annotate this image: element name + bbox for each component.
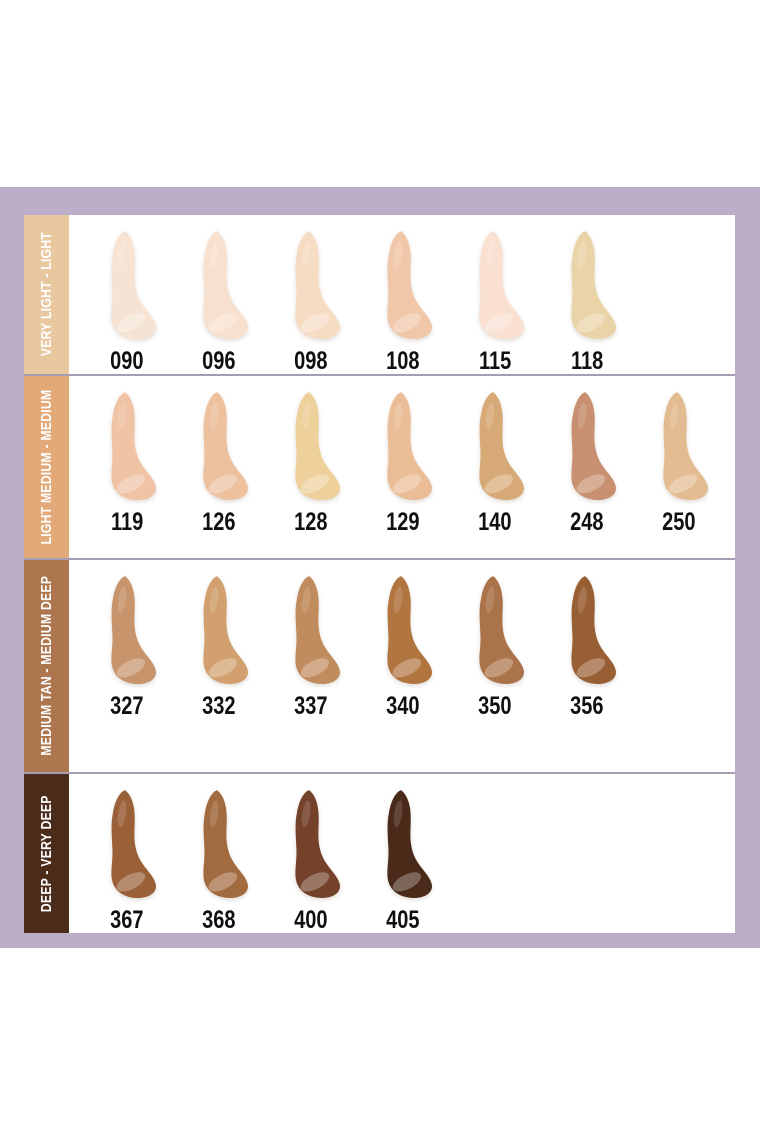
shade-code: 090 — [110, 347, 144, 375]
foundation-smear-icon — [111, 576, 156, 685]
shade-cell: 115 — [449, 215, 541, 374]
foundation-smear-icon — [387, 231, 432, 339]
row-label-bar: MEDIUM TAN - MEDIUM DEEP — [24, 560, 69, 772]
shade-code: 098 — [294, 347, 328, 375]
shade-cell: 340 — [357, 560, 449, 719]
shade-cell: 350 — [449, 560, 541, 719]
shade-code: 356 — [570, 692, 604, 721]
foundation-smear-icon — [571, 576, 616, 685]
shade-code: 140 — [478, 508, 512, 536]
shade-cell: 096 — [173, 215, 265, 374]
foundation-smear-icon — [479, 392, 524, 500]
row-label-bar: VERY LIGHT - LIGHT — [24, 215, 69, 374]
foundation-smear-icon — [295, 231, 340, 339]
lavender-frame-panel: VERY LIGHT - LIGHT 090 096 098 — [0, 187, 760, 948]
foundation-smear-icon — [663, 392, 708, 500]
shade-cell: 327 — [81, 560, 173, 719]
row-label: DEEP - VERY DEEP — [38, 794, 55, 912]
shade-cell: 140 — [449, 376, 541, 535]
foundation-smear-icon — [203, 789, 248, 898]
shade-cell: 119 — [81, 376, 173, 535]
shade-cell: 248 — [541, 376, 633, 535]
foundation-smear-icon — [571, 392, 616, 500]
shade-code: 337 — [294, 692, 328, 721]
shade-cell: 356 — [541, 560, 633, 719]
shade-code: 327 — [110, 692, 144, 721]
shade-code: 115 — [478, 347, 512, 375]
shade-code: 350 — [478, 692, 512, 721]
foundation-smear-icon — [111, 392, 156, 500]
shade-code: 119 — [110, 508, 144, 536]
row-content: 119 126 128 129 — [69, 376, 735, 558]
foundation-smear-icon — [203, 392, 248, 500]
row-label: MEDIUM TAN - MEDIUM DEEP — [38, 576, 55, 756]
shade-cell: 098 — [265, 215, 357, 374]
shade-code: 126 — [202, 508, 236, 536]
foundation-smear-icon — [479, 576, 524, 685]
shade-code: 368 — [202, 905, 236, 934]
foundation-smear-icon — [387, 576, 432, 685]
shade-code: 118 — [570, 347, 604, 375]
foundation-smear-icon — [387, 392, 432, 500]
foundation-smear-icon — [203, 576, 248, 685]
shade-code: 405 — [386, 905, 420, 934]
shade-cell: 337 — [265, 560, 357, 719]
shade-code: 129 — [386, 508, 420, 536]
row-label-bar: LIGHT MEDIUM - MEDIUM — [24, 376, 69, 559]
foundation-smear-icon — [571, 231, 616, 339]
shade-cell: 118 — [541, 215, 633, 374]
shade-code: 250 — [662, 508, 696, 536]
shade-row-deep: DEEP - VERY DEEP 367 368 400 — [24, 773, 735, 933]
shade-code: 400 — [294, 905, 328, 934]
foundation-smear-icon — [295, 576, 340, 685]
foundation-smear-icon — [479, 231, 524, 339]
row-content: 090 096 098 108 — [69, 215, 735, 374]
shade-cell: 090 — [81, 215, 173, 374]
shade-cell: 368 — [173, 774, 265, 933]
shade-row-medium-tan: MEDIUM TAN - MEDIUM DEEP 327 332 337 — [24, 560, 735, 772]
shade-code: 108 — [386, 347, 420, 375]
foundation-smear-icon — [295, 789, 340, 898]
foundation-smear-icon — [111, 789, 156, 898]
shade-code: 367 — [110, 905, 144, 934]
shade-code: 096 — [202, 347, 236, 375]
row-content: 367 368 400 405 — [69, 774, 735, 933]
foundation-smear-icon — [111, 231, 156, 339]
shade-code: 332 — [202, 692, 236, 721]
shade-cell: 128 — [265, 376, 357, 535]
shade-cell: 126 — [173, 376, 265, 535]
shade-cell: 108 — [357, 215, 449, 374]
shade-row-very-light: VERY LIGHT - LIGHT 090 096 098 — [24, 215, 735, 374]
foundation-smear-icon — [295, 392, 340, 500]
shade-code: 340 — [386, 692, 420, 721]
shade-code: 128 — [294, 508, 328, 536]
foundation-smear-icon — [387, 789, 432, 898]
shade-cell: 129 — [357, 376, 449, 535]
row-content: 327 332 337 340 — [69, 560, 735, 772]
shade-cell: 367 — [81, 774, 173, 933]
row-label: LIGHT MEDIUM - MEDIUM — [38, 389, 55, 545]
shade-code: 248 — [570, 508, 604, 536]
row-label: VERY LIGHT - LIGHT — [38, 232, 55, 357]
shade-row-light-medium: LIGHT MEDIUM - MEDIUM 119 126 128 — [24, 376, 735, 559]
shade-cell: 405 — [357, 774, 449, 933]
foundation-smear-icon — [203, 231, 248, 339]
shade-chart-card: VERY LIGHT - LIGHT 090 096 098 — [24, 215, 735, 933]
shade-cell: 250 — [633, 376, 725, 535]
shade-cell: 332 — [173, 560, 265, 719]
shade-cell: 400 — [265, 774, 357, 933]
row-label-bar: DEEP - VERY DEEP — [24, 773, 69, 933]
